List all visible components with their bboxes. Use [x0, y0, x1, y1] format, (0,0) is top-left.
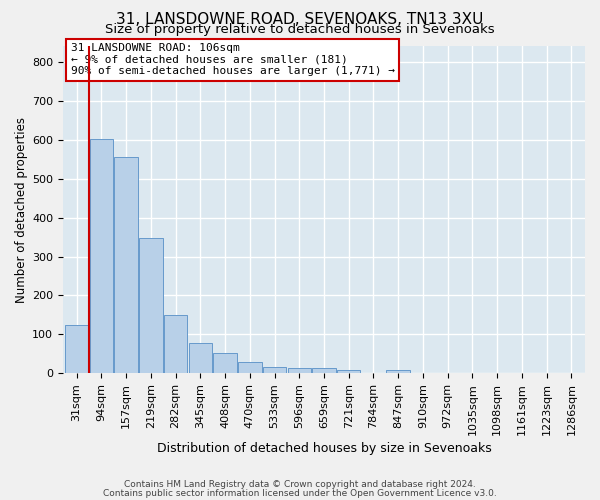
Bar — [238, 362, 262, 374]
X-axis label: Distribution of detached houses by size in Sevenoaks: Distribution of detached houses by size … — [157, 442, 491, 455]
Text: Contains HM Land Registry data © Crown copyright and database right 2024.: Contains HM Land Registry data © Crown c… — [124, 480, 476, 489]
Bar — [115, 156, 138, 374]
Bar — [287, 368, 311, 374]
Text: 31, LANSDOWNE ROAD, SEVENOAKS, TN13 3XU: 31, LANSDOWNE ROAD, SEVENOAKS, TN13 3XU — [116, 12, 484, 28]
Bar — [139, 238, 163, 374]
Bar — [263, 368, 286, 374]
Text: Size of property relative to detached houses in Sevenoaks: Size of property relative to detached ho… — [105, 22, 495, 36]
Bar — [65, 324, 88, 374]
Text: Contains public sector information licensed under the Open Government Licence v3: Contains public sector information licen… — [103, 488, 497, 498]
Bar — [89, 138, 113, 374]
Bar — [386, 370, 410, 374]
Bar — [188, 343, 212, 374]
Bar — [214, 352, 237, 374]
Bar — [337, 370, 361, 374]
Text: 31 LANSDOWNE ROAD: 106sqm
← 9% of detached houses are smaller (181)
90% of semi-: 31 LANSDOWNE ROAD: 106sqm ← 9% of detach… — [71, 43, 395, 76]
Bar — [312, 368, 336, 374]
Y-axis label: Number of detached properties: Number of detached properties — [15, 117, 28, 303]
Bar — [164, 315, 187, 374]
